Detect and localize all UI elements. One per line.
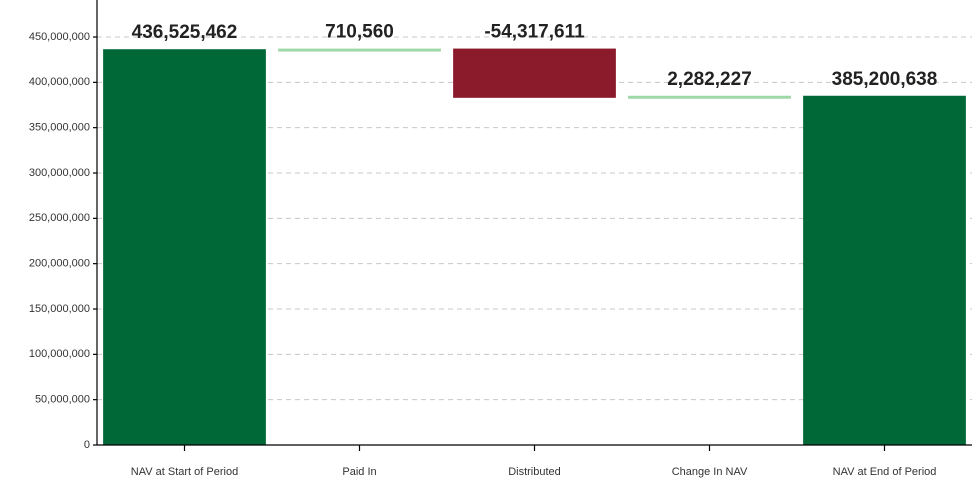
bar	[628, 95, 791, 99]
bar	[453, 48, 616, 98]
bar	[803, 95, 966, 446]
y-tick-label: 350,000,000	[29, 122, 90, 134]
x-tick-label: NAV at Start of Period	[131, 466, 238, 478]
y-tick-label: 50,000,000	[35, 394, 90, 406]
data-label: 710,560	[325, 22, 394, 43]
y-tick-label: 150,000,000	[29, 303, 90, 315]
x-tick-label: NAV at End of Period	[833, 466, 937, 478]
y-tick-label: 250,000,000	[29, 212, 90, 224]
y-tick-label: 100,000,000	[29, 348, 90, 360]
bar	[278, 48, 441, 52]
data-label: 2,282,227	[667, 69, 752, 90]
y-tick-label: 300,000,000	[29, 167, 90, 179]
x-tick-label: Change In NAV	[672, 466, 748, 478]
x-tick-label: Paid In	[342, 466, 376, 478]
data-label: 436,525,462	[132, 22, 238, 43]
data-label: 385,200,638	[832, 69, 938, 90]
y-tick-label: 200,000,000	[29, 258, 90, 270]
y-tick-label: 0	[84, 439, 90, 451]
bar	[103, 49, 266, 445]
y-tick-label: 400,000,000	[29, 76, 90, 88]
data-label: -54,317,611	[484, 22, 585, 43]
x-tick-label: Distributed	[508, 466, 561, 478]
y-tick-label: 450,000,000	[29, 31, 90, 43]
